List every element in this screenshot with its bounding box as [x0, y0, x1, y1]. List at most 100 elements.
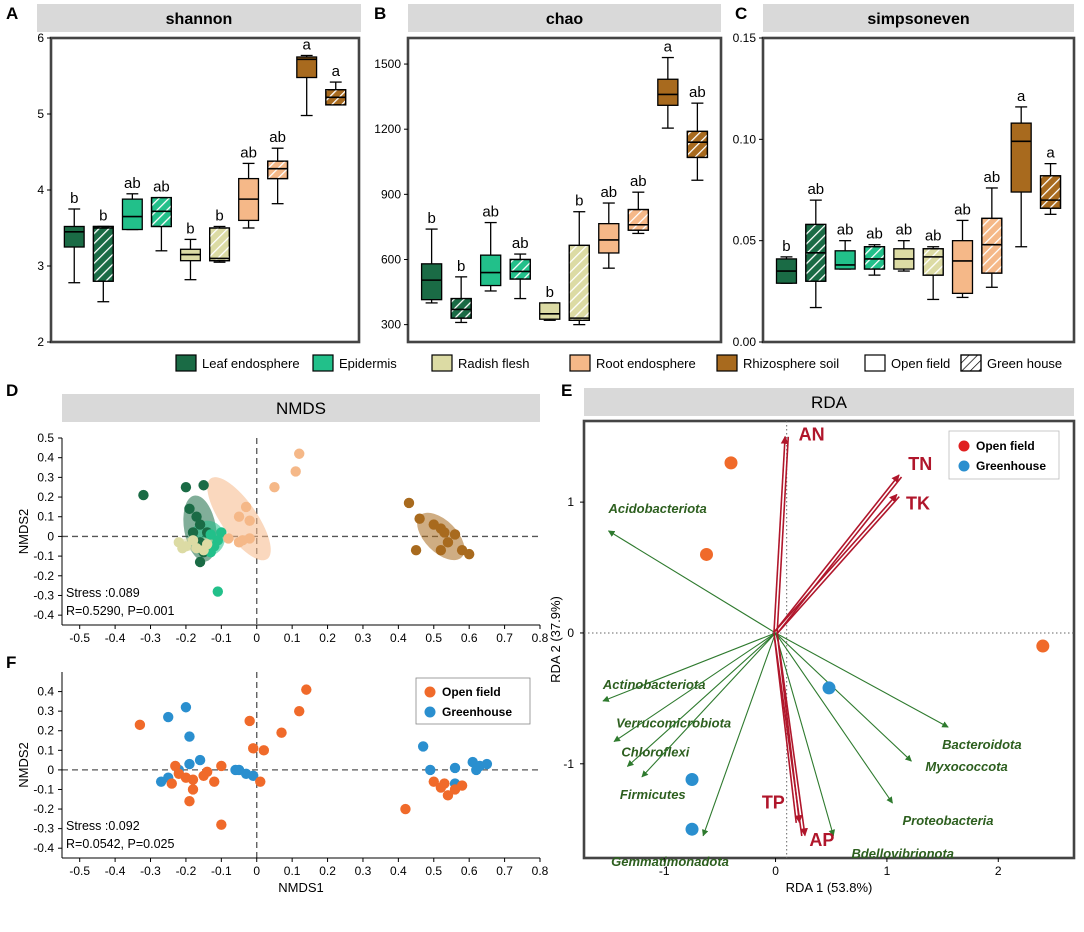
sample-point-greenhouse — [685, 822, 699, 836]
significance-letter: ab — [984, 169, 1001, 186]
point-open-field — [442, 790, 454, 801]
y-tick-label: 0.4 — [37, 451, 54, 465]
point-greenhouse — [163, 711, 174, 723]
legend-dot — [424, 686, 436, 698]
point-greenhouse — [481, 758, 493, 770]
point-greenhouse — [180, 702, 192, 713]
point-epidermis — [212, 586, 223, 597]
species-arrow — [602, 632, 776, 702]
point-open-field — [301, 684, 312, 695]
box-hatch — [209, 228, 230, 261]
significance-letter: ab — [866, 226, 883, 243]
y-tick-label: 0.2 — [37, 490, 54, 504]
point-open-field — [439, 778, 450, 789]
sample-point-greenhouse — [822, 681, 836, 695]
box-outline — [450, 297, 472, 319]
point-root-endosphere — [237, 535, 248, 546]
point-open-field — [170, 760, 181, 772]
significance-letter: b — [782, 238, 790, 255]
y-tick-label: -0.2 — [33, 569, 54, 583]
box-leaf-endosphere-open-field: b — [63, 190, 85, 284]
box-epidermis-green-house: ab — [509, 235, 531, 300]
panel-label-b: B — [374, 4, 386, 23]
species-chloroflexi: Chloroflexi — [621, 632, 776, 767]
significance-letter: ab — [895, 222, 912, 239]
legend-box — [415, 677, 531, 725]
y-tick-label: 0.1 — [37, 743, 54, 757]
significance-letter: a — [303, 36, 312, 53]
x-tick-label: -0.4 — [105, 631, 126, 645]
box-outline — [863, 246, 886, 270]
y-tick-label: 0.2 — [37, 724, 54, 738]
point-leaf-endosphere — [198, 480, 209, 491]
box-epidermis-open-field: ab — [121, 175, 143, 231]
x-tick-label: 0.5 — [425, 864, 442, 878]
box-epidermis-green-house: ab — [863, 226, 886, 276]
strip-title: shannon — [166, 11, 233, 28]
y-tick-label: 0.3 — [37, 470, 54, 484]
box-body — [598, 223, 620, 254]
point-rhizosphere-soil — [435, 545, 447, 556]
x-tick-label: -0.3 — [140, 864, 161, 878]
sample-point-open-field — [1036, 639, 1050, 653]
legend-item-leaf-endosphere: Leaf endosphere — [175, 354, 300, 372]
strip-title: RDA — [811, 393, 848, 412]
box-body — [479, 254, 502, 287]
x-tick-label: -0.1 — [211, 631, 232, 645]
y-tick-label: 0 — [567, 626, 574, 640]
box-outline — [208, 227, 231, 262]
env-label: AN — [799, 425, 825, 445]
legend-label: Green house — [987, 356, 1062, 371]
species-label: Proteobacteria — [902, 813, 993, 828]
x-tick-label: -0.4 — [105, 864, 126, 878]
y-tick-label: 2 — [37, 335, 44, 349]
x-tick-label: 0.3 — [355, 631, 372, 645]
species-proteobacteria: Proteobacteria — [775, 632, 994, 828]
species-label: Bacteroidota — [942, 737, 1021, 752]
point-rhizosphere-soil — [442, 537, 454, 548]
x-tick-label: 1 — [884, 864, 891, 878]
point-open-field — [184, 796, 195, 807]
point-rhizosphere-soil — [449, 529, 461, 540]
panel-d-nmds: NMDS -0.4 -0.3 -0.2 -0.1 0 0.1 0.2 0.3 0.4 0.5 -0.5… — [16, 394, 549, 645]
y-tick-label: -0.3 — [33, 588, 54, 602]
significance-letter: ab — [269, 129, 286, 146]
box-body — [420, 263, 443, 301]
box-outline — [1039, 175, 1062, 209]
box-rhizosphere-soil-green-house: a — [325, 63, 347, 106]
box-outline — [568, 244, 590, 321]
significance-letter: ab — [240, 144, 257, 161]
env-label: TN — [908, 454, 932, 474]
point-leaf-endosphere — [191, 511, 202, 522]
plot-area — [62, 438, 540, 625]
point-open-field — [134, 719, 146, 731]
y-tick-label: -1 — [563, 757, 574, 771]
box-body — [539, 302, 561, 320]
point-greenhouse — [471, 764, 482, 776]
y-tick-label: -0.4 — [33, 608, 54, 622]
y-tick-label: 0 — [47, 763, 54, 777]
point-root-endosphere — [290, 466, 301, 477]
point-open-field — [456, 780, 468, 791]
point-leaf-endosphere — [194, 556, 206, 568]
panel-e-rda: RDA 1 0 -1 -1 0 1 2 RDA 1 (53.8%) RDA 2 (37.9%) Ac… — [548, 388, 1076, 895]
point-greenhouse — [248, 770, 259, 781]
species-arrow — [626, 632, 776, 767]
x-tick-label: -0.5 — [69, 631, 90, 645]
point-greenhouse — [194, 754, 206, 766]
strip-title: chao — [546, 11, 584, 28]
significance-letter: ab — [925, 228, 942, 245]
point-rhizosphere-soil — [414, 513, 425, 524]
point-open-field — [187, 784, 199, 795]
x-tick-label: 0.8 — [532, 864, 549, 878]
box-rhizosphere-soil-green-house: ab — [686, 84, 709, 181]
env-arrow-line — [776, 436, 790, 634]
y-tick-label: 0.10 — [733, 132, 757, 146]
species-acidobacteriota: Acidobacteriota — [608, 501, 776, 634]
legend-dot — [958, 460, 970, 472]
x-axis-label: RDA 1 (53.8%) — [786, 880, 873, 895]
box-leaf-endosphere-open-field: b — [420, 210, 443, 304]
